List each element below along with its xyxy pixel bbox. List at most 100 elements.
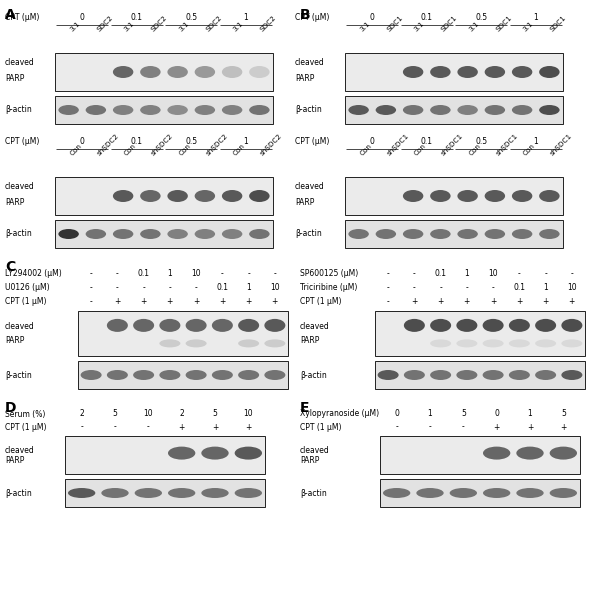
Ellipse shape [195,66,215,78]
Text: 2: 2 [179,409,184,419]
Ellipse shape [457,105,478,115]
Bar [78,361,288,389]
Text: +: + [271,297,278,306]
Text: +: + [527,422,533,432]
Ellipse shape [222,66,242,78]
Text: -: - [114,422,116,432]
Ellipse shape [249,66,270,78]
Text: CPT (1 μM): CPT (1 μM) [5,297,47,306]
Text: 1: 1 [464,270,469,278]
Text: SDC2: SDC2 [260,14,278,32]
Text: -: - [413,283,416,292]
Text: B: B [300,8,310,22]
Bar [380,479,580,507]
Ellipse shape [159,319,181,332]
Text: -: - [147,422,150,432]
Text: shSDC1: shSDC1 [549,132,573,156]
Ellipse shape [238,319,259,332]
Text: shSDC2: shSDC2 [96,132,120,156]
Text: -: - [571,270,573,278]
Ellipse shape [483,319,504,332]
Text: CPT (μM): CPT (μM) [295,137,329,147]
Text: Con: Con [68,142,83,156]
Ellipse shape [430,340,451,348]
Text: LY294002 (μM): LY294002 (μM) [5,270,62,278]
Text: -: - [439,283,442,292]
Ellipse shape [107,370,128,380]
Text: shSDC1: shSDC1 [440,132,464,156]
Text: 0: 0 [80,137,85,147]
Ellipse shape [168,488,195,498]
Ellipse shape [249,105,270,115]
Text: cleaved: cleaved [5,182,35,191]
Text: 1: 1 [243,137,248,147]
Bar [345,96,563,124]
Text: -: - [518,270,521,278]
Text: SDC1: SDC1 [386,14,404,32]
Text: PARP: PARP [295,198,314,207]
Ellipse shape [457,190,478,202]
Text: 10: 10 [270,283,280,292]
Ellipse shape [168,447,195,460]
Text: SDC2: SDC2 [96,14,114,32]
Ellipse shape [113,229,133,239]
Ellipse shape [195,229,215,239]
Text: -: - [247,270,250,278]
Ellipse shape [539,190,559,202]
Ellipse shape [159,370,181,380]
Ellipse shape [238,340,259,348]
Ellipse shape [561,319,582,332]
Bar [55,177,273,215]
Text: +: + [516,297,523,306]
Ellipse shape [222,190,242,202]
Text: PARP: PARP [5,74,24,83]
Text: +: + [212,422,218,432]
Text: β-actin: β-actin [5,489,32,498]
Ellipse shape [457,340,477,348]
Text: +: + [219,297,225,306]
Text: Con: Con [123,142,137,156]
Text: +: + [114,297,120,306]
Text: 0.5: 0.5 [185,137,197,147]
Text: SDC1: SDC1 [495,14,513,32]
Ellipse shape [484,66,505,78]
Ellipse shape [113,66,133,78]
Text: 10: 10 [244,409,253,419]
Ellipse shape [509,370,530,380]
Text: CPT (1 μM): CPT (1 μM) [300,422,342,432]
Text: -: - [387,270,389,278]
Text: 1: 1 [428,409,432,419]
Text: -: - [462,422,465,432]
Text: SP600125 (μM): SP600125 (μM) [300,270,358,278]
Text: +: + [542,297,549,306]
Ellipse shape [168,105,188,115]
Ellipse shape [539,229,559,239]
Ellipse shape [376,229,396,239]
Text: -: - [80,422,83,432]
Ellipse shape [457,319,477,332]
Text: shSDC1: shSDC1 [386,132,410,156]
Ellipse shape [140,190,160,202]
Text: β-actin: β-actin [295,229,322,238]
Ellipse shape [403,229,424,239]
Text: 5: 5 [461,409,466,419]
Ellipse shape [113,190,133,202]
Text: 0.5: 0.5 [475,137,487,147]
Text: 0: 0 [494,409,499,419]
Ellipse shape [133,370,154,380]
Text: +: + [245,422,251,432]
Ellipse shape [81,370,101,380]
Text: 3.1: 3.1 [68,20,81,32]
Ellipse shape [159,340,181,348]
Ellipse shape [349,229,369,239]
Text: 1: 1 [246,283,251,292]
Text: SDC2: SDC2 [205,14,223,32]
Text: Xylopyranoside (μM): Xylopyranoside (μM) [300,409,379,419]
Ellipse shape [264,370,286,380]
Text: +: + [167,297,173,306]
Text: D: D [5,401,17,415]
Text: Con: Con [468,142,481,156]
Bar [345,220,563,248]
Ellipse shape [135,488,162,498]
Ellipse shape [249,190,270,202]
